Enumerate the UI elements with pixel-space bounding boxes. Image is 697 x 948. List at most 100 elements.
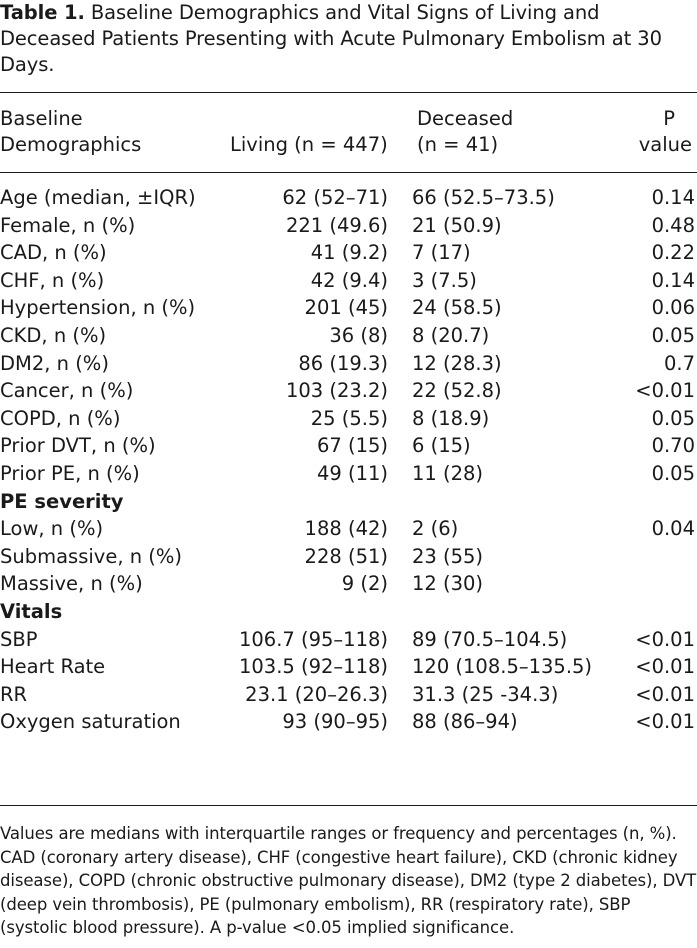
row-living-value: 93 (90–95)	[282, 710, 388, 734]
table-row: Massive, n (%) 9 (2) 12 (30)	[0, 570, 697, 598]
row-living-value: 201 (45)	[304, 296, 388, 320]
row-living-value: 41 (9.2)	[310, 241, 388, 265]
row-living-value: 42 (9.4)	[310, 268, 388, 292]
row-deceased-value: 24 (58.5)	[412, 296, 502, 320]
row-p-value: 0.7	[663, 351, 695, 375]
row-p-value: 0.04	[651, 517, 695, 541]
table-row: COPD, n (%) 25 (5.5) 8 (18.9) 0.05	[0, 405, 697, 433]
row-label: Oxygen saturation	[0, 710, 181, 734]
row-label: Heart Rate	[0, 655, 106, 679]
row-p-value: <0.01	[635, 682, 695, 706]
header-baseline-demographics: Baseline Demographics	[0, 106, 141, 158]
table-section-header: PE severity	[0, 488, 697, 516]
table-row: Low, n (%) 188 (42) 2 (6) 0.04	[0, 515, 697, 543]
table-row: Age (median, ±IQR) 62 (52–71) 66 (52.5–73.…	[0, 184, 697, 212]
table-row: Cancer, n (%) 103 (23.2) 22 (52.8) <0.01	[0, 377, 697, 405]
row-p-value: 0.05	[651, 406, 695, 430]
row-deceased-value: 21 (50.9)	[412, 213, 502, 237]
header-deceased: Deceased (n = 41)	[417, 106, 513, 158]
header-col3-line1: P	[663, 107, 675, 130]
table-caption-label: Table 1.	[0, 1, 85, 24]
header-col3-line2: value	[638, 133, 692, 156]
row-living-value: 106.7 (95–118)	[238, 627, 388, 651]
table-row: Oxygen saturation 93 (90–95) 88 (86–94) <0.…	[0, 708, 697, 736]
header-living: Living (n = 447)	[230, 132, 388, 158]
row-p-value: 0.14	[651, 268, 695, 292]
row-deceased-value: 31.3 (25 -34.3)	[412, 682, 559, 706]
row-living-value: 86 (19.3)	[298, 351, 388, 375]
row-living-value: 67 (15)	[316, 434, 388, 458]
row-label: Prior DVT, n (%)	[0, 434, 156, 458]
row-label: Low, n (%)	[0, 517, 104, 541]
row-living-value: 9 (2)	[341, 572, 388, 596]
row-living-value: 49 (11)	[316, 462, 388, 485]
row-living-value: 188 (42)	[304, 517, 388, 541]
row-label: COPD, n (%)	[0, 406, 121, 430]
table-row: CHF, n (%) 42 (9.4) 3 (7.5) 0.14	[0, 267, 697, 295]
row-deceased-value: 66 (52.5–73.5)	[412, 186, 555, 209]
row-deceased-value: 8 (18.9)	[412, 406, 490, 430]
row-label: CKD, n (%)	[0, 324, 107, 347]
row-p-value: <0.01	[635, 627, 695, 651]
row-deceased-value: 11 (28)	[412, 462, 484, 485]
row-p-value: 0.14	[651, 186, 695, 209]
row-label: Vitals	[0, 600, 63, 623]
row-label: CAD, n (%)	[0, 241, 107, 265]
row-p-value: 0.22	[651, 241, 695, 265]
row-label: SBP	[0, 627, 38, 651]
header-p-value: P value	[639, 106, 692, 158]
row-deceased-value: 3 (7.5)	[412, 268, 477, 292]
row-deceased-value: 7 (17)	[412, 241, 471, 265]
table-row: SBP 106.7 (95–118) 89 (70.5–104.5) <0.01	[0, 626, 697, 654]
row-deceased-value: 89 (70.5–104.5)	[412, 627, 568, 651]
row-deceased-value: 22 (52.8)	[412, 379, 502, 403]
row-p-value: <0.01	[635, 710, 695, 734]
row-living-value: 103 (23.2)	[285, 379, 388, 403]
header-col1: Living (n = 447)	[230, 133, 388, 156]
row-deceased-value: 88 (86–94)	[412, 710, 518, 734]
table-row: Heart Rate 103.5 (92–118) 120 (108.5–135.5…	[0, 653, 697, 681]
table-section-header: Vitals	[0, 598, 697, 626]
row-living-value: 25 (5.5)	[310, 406, 388, 430]
row-label: Submassive, n (%)	[0, 544, 183, 568]
row-label: Cancer, n (%)	[0, 379, 134, 403]
table-row: RR 23.1 (20–26.3) 31.3 (25 -34.3) <0.01	[0, 681, 697, 709]
header-col2-line1: Deceased	[417, 107, 514, 130]
row-label: DM2, n (%)	[0, 351, 109, 375]
row-label: RR	[0, 682, 28, 706]
table-caption: Table 1. Baseline Demographics and Vital…	[0, 0, 697, 78]
row-living-value: 103.5 (92–118)	[238, 655, 388, 679]
table-row: CKD, n (%) 36 (8) 8 (20.7) 0.05	[0, 322, 697, 350]
row-label: Hypertension, n (%)	[0, 296, 196, 320]
row-p-value: 0.05	[651, 324, 695, 347]
top-rule	[0, 92, 697, 93]
bottom-rule	[0, 805, 697, 806]
table-row: DM2, n (%) 86 (19.3) 12 (28.3) 0.7	[0, 350, 697, 378]
header-col0-line2: Demographics	[0, 133, 142, 156]
row-label: Female, n (%)	[0, 213, 136, 237]
table-row: Prior PE, n (%) 49 (11) 11 (28) 0.05	[0, 460, 697, 488]
header-rule	[0, 172, 697, 173]
row-living-value: 228 (51)	[304, 544, 388, 568]
table-row: CAD, n (%) 41 (9.2) 7 (17) 0.22	[0, 239, 697, 267]
row-p-value: 0.48	[651, 213, 695, 237]
row-label: PE severity	[0, 489, 124, 513]
row-living-value: 23.1 (20–26.3)	[245, 682, 388, 706]
row-deceased-value: 12 (30)	[412, 572, 484, 596]
header-col2-line2: (n = 41)	[417, 133, 499, 156]
row-label: Prior PE, n (%)	[0, 462, 140, 485]
row-deceased-value: 6 (15)	[412, 434, 471, 458]
table-row: Hypertension, n (%) 201 (45) 24 (58.5) 0.06	[0, 294, 697, 322]
row-deceased-value: 12 (28.3)	[412, 351, 502, 375]
row-p-value: 0.06	[651, 296, 695, 320]
row-deceased-value: 23 (55)	[412, 544, 484, 568]
header-col0-line1: Baseline	[0, 107, 83, 130]
row-deceased-value: 8 (20.7)	[412, 324, 490, 347]
row-living-value: 36 (8)	[329, 324, 388, 347]
table-notes: Values are medians with interquartile ra…	[0, 824, 697, 938]
row-label: Massive, n (%)	[0, 572, 143, 596]
table-caption-text: Baseline Demographics and Vital Signs of…	[0, 1, 662, 76]
table-row: Prior DVT, n (%) 67 (15) 6 (15) 0.70	[0, 432, 697, 460]
row-p-value: <0.01	[635, 379, 695, 403]
